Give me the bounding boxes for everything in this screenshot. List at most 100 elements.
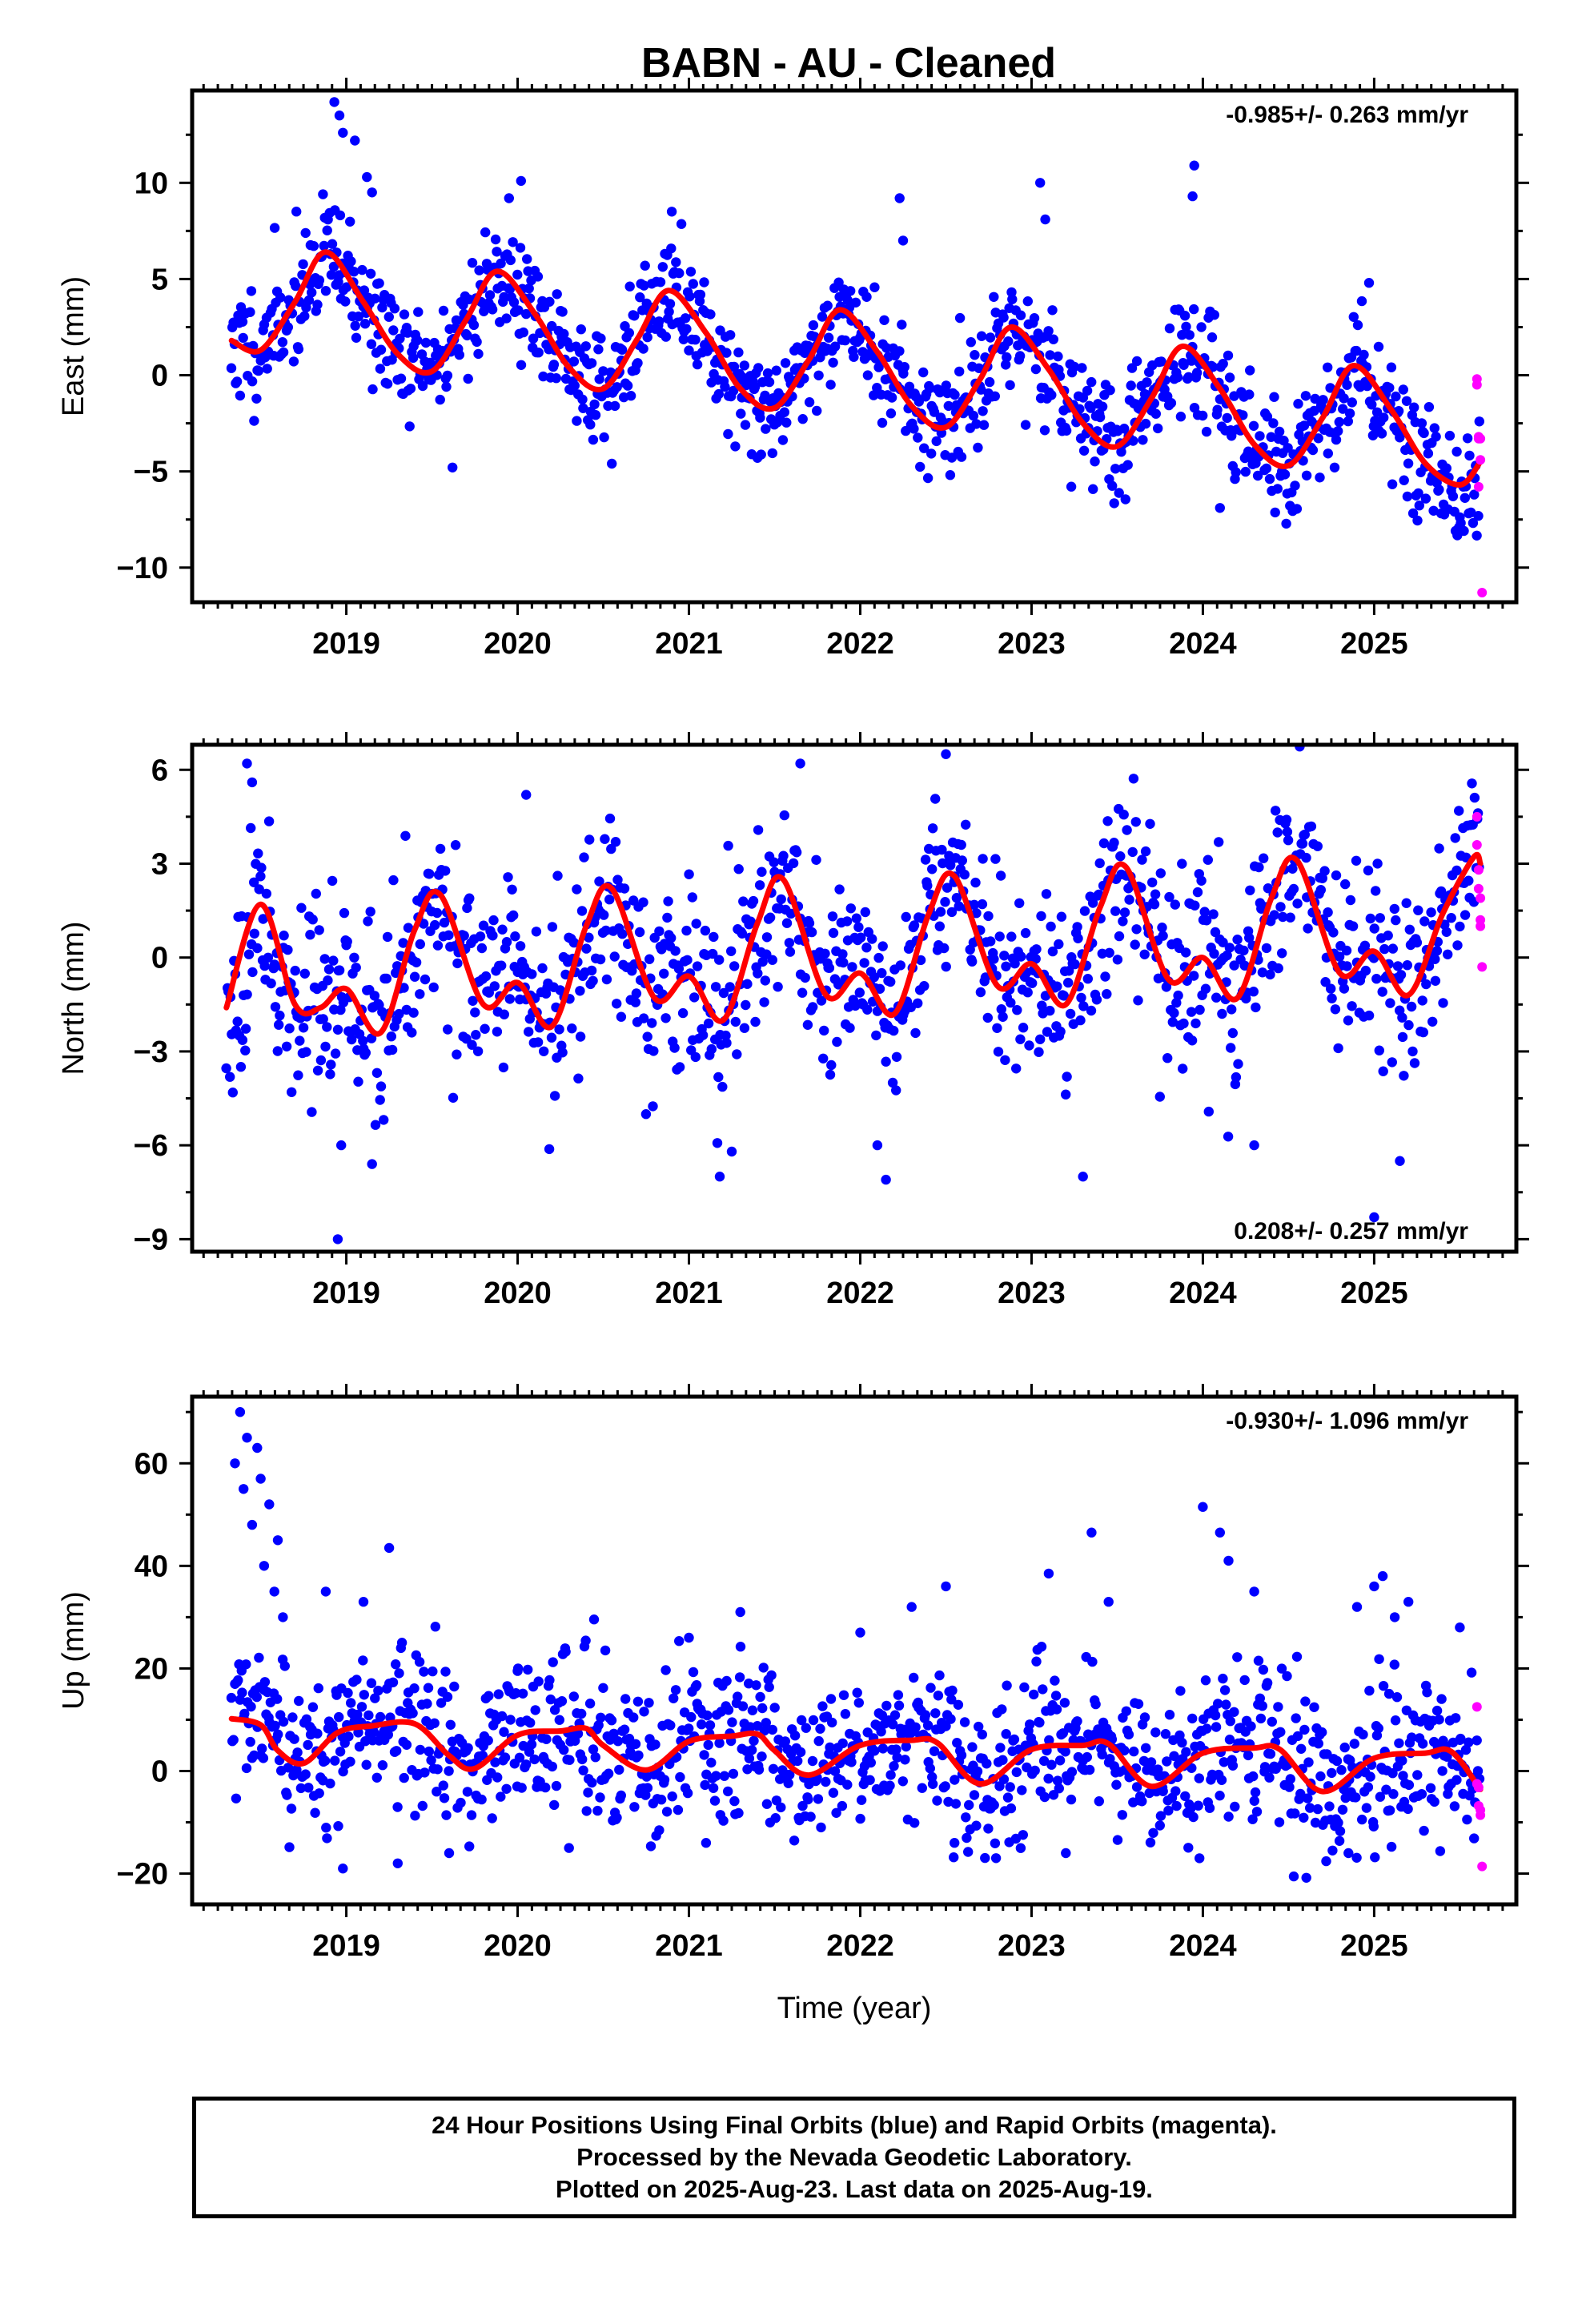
final-orbit-point [493, 1689, 504, 1699]
final-orbit-point [1428, 505, 1439, 516]
final-orbit-point [1460, 1744, 1472, 1755]
final-orbit-point [1269, 910, 1279, 920]
final-orbit-point [1062, 1072, 1072, 1082]
final-orbit-point [1303, 1757, 1314, 1767]
final-orbit-point [738, 896, 749, 907]
final-orbit-point [757, 866, 767, 877]
final-orbit-point [407, 1027, 417, 1038]
final-orbit-point [1347, 1001, 1357, 1011]
final-orbit-point [897, 235, 909, 246]
final-orbit-point [1102, 989, 1112, 999]
final-orbit-point [346, 256, 356, 267]
final-orbit-point [590, 410, 601, 420]
final-orbit-point [499, 1727, 509, 1737]
final-orbit-point [964, 1799, 974, 1811]
final-orbit-point [622, 380, 633, 391]
final-orbit-point [978, 854, 988, 864]
final-orbit-point [361, 1759, 371, 1770]
final-orbit-point [1313, 1739, 1324, 1749]
final-orbit-point [557, 1047, 568, 1058]
final-orbit-point [1348, 312, 1359, 322]
final-orbit-point [728, 385, 739, 396]
final-orbit-point [1299, 1812, 1309, 1823]
rapid-orbit-points [1472, 374, 1488, 597]
final-orbit-point [764, 1682, 774, 1692]
final-orbit-point [1145, 818, 1155, 829]
final-orbit-point [747, 1705, 758, 1715]
final-orbit-point [961, 819, 971, 830]
final-orbit-point [231, 1793, 242, 1803]
rapid-orbit-point [1476, 921, 1486, 931]
final-orbit-point [1273, 1702, 1283, 1712]
final-orbit-point [353, 312, 363, 322]
final-orbit-point [1294, 707, 1303, 717]
final-orbit-point [1195, 1004, 1205, 1015]
final-orbit-point [1291, 504, 1303, 514]
final-orbit-point [1363, 278, 1375, 288]
final-orbit-point [417, 1800, 428, 1811]
final-orbit-point [829, 1766, 841, 1776]
final-orbit-point [362, 171, 372, 183]
final-orbit-point [584, 1699, 596, 1709]
final-orbit-point [1066, 1794, 1077, 1805]
final-orbit-point [1146, 1757, 1157, 1767]
final-orbit-point [688, 1667, 699, 1678]
final-orbit-point [270, 1720, 280, 1731]
final-orbit-point [813, 1735, 824, 1747]
final-orbit-point [1360, 965, 1371, 976]
final-orbit-point [697, 1030, 709, 1040]
final-orbit-point [709, 931, 719, 943]
final-orbit-point [1347, 397, 1358, 408]
final-orbit-point [1399, 475, 1409, 485]
final-orbit-point [593, 1720, 604, 1731]
final-orbit-point [383, 1729, 393, 1740]
final-orbit-point [811, 854, 821, 866]
final-orbit-point [708, 948, 718, 959]
final-orbit-point [257, 1743, 267, 1754]
final-orbit-point [1248, 420, 1259, 431]
final-orbit-point [633, 1750, 644, 1761]
final-orbit-point [575, 986, 585, 996]
x-tick-label: 2022 [826, 1929, 894, 1963]
final-orbit-point [950, 389, 960, 400]
final-orbit-point [1118, 916, 1128, 927]
final-orbit-point [1343, 416, 1354, 427]
rapid-orbit-point [1473, 481, 1484, 492]
final-orbit-point [1233, 1059, 1243, 1069]
final-orbit-point [634, 927, 645, 938]
final-orbit-point [1046, 1759, 1057, 1770]
final-orbit-point [1434, 1715, 1444, 1725]
final-orbit-point [1029, 313, 1040, 324]
final-orbit-point [272, 1694, 283, 1704]
final-orbit-point [1397, 1031, 1408, 1043]
final-orbit-point [1039, 425, 1050, 436]
final-orbit-point [1133, 995, 1143, 1006]
final-orbit-point [1369, 1581, 1379, 1592]
final-orbit-point [516, 360, 527, 370]
final-orbit-point [957, 855, 968, 866]
final-orbit-point [871, 1030, 881, 1041]
final-orbit-point [657, 262, 668, 272]
final-orbit-point [323, 975, 333, 986]
final-orbit-point [1069, 361, 1080, 372]
final-orbit-point [614, 1764, 624, 1775]
final-orbit-point [1397, 1012, 1407, 1023]
final-orbit-point [686, 1711, 697, 1723]
final-orbit-point [336, 1140, 347, 1151]
final-orbit-point [564, 1755, 575, 1765]
final-orbit-point [968, 410, 979, 421]
final-orbit-point [415, 939, 425, 950]
final-orbit-point [492, 247, 502, 257]
final-orbit-point [1105, 1754, 1115, 1764]
final-orbit-point [279, 931, 289, 941]
final-orbit-point [300, 227, 311, 239]
x-tick-label: 2020 [484, 627, 552, 661]
final-orbit-point [795, 1747, 806, 1758]
final-orbit-point [599, 910, 609, 920]
final-orbit-point [791, 847, 802, 858]
final-orbit-point [1103, 1597, 1114, 1607]
final-orbit-point [514, 1752, 525, 1763]
final-orbit-point [1126, 363, 1138, 373]
final-orbit-point [1201, 426, 1212, 437]
final-orbit-point [881, 1700, 892, 1711]
